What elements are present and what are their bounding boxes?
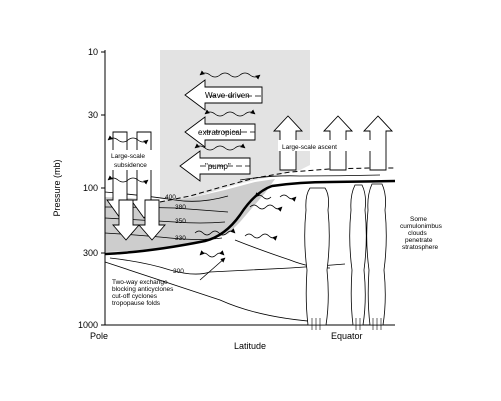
y-axis-ticks (101, 51, 105, 326)
wave-dashed-lines (200, 95, 262, 167)
subsidence-label-background (108, 150, 158, 170)
subsidence-wavy-arrows (107, 135, 149, 185)
extratropical-label: extratropical (198, 128, 242, 137)
cumulonimbus-base-strokes (311, 318, 382, 330)
isentrope-300-label: 300 (173, 268, 184, 275)
cumulonimbus-label-line-1: Some (410, 216, 427, 223)
exchange-wavy-arrows (194, 192, 297, 258)
cumulonimbus-label-line-2: cumulonimbus (400, 223, 443, 230)
y-tick-1000: 1000 (78, 320, 98, 330)
wave-arrows-stratosphere (194, 70, 261, 151)
subsidence-label-line-2: subsidence (114, 162, 147, 169)
isentrope-380-label: 380 (175, 204, 186, 211)
y-tick-300: 300 (83, 248, 98, 258)
subsidence-label-line-1: Large-scale (111, 153, 145, 160)
y-axis-title: Pressure (mb) (52, 159, 62, 216)
y-tick-10: 10 (88, 47, 98, 57)
tropospheric-isentrope-line-2 (104, 261, 321, 323)
x-axis-title: Latitude (234, 341, 266, 351)
isentrope-330-label: 330 (175, 235, 186, 242)
cumulonimbus-label-line-5: stratosphere (402, 244, 439, 251)
exchange-label-line-2: blocking anticyclones (112, 286, 174, 293)
pole-label: Pole (90, 331, 108, 341)
exchange-label-line-3: cut-off cyclones (112, 293, 158, 300)
cumulonimbus-towers (304, 183, 387, 326)
ascent-label: Large-scale ascent (282, 144, 337, 151)
subsidence-hollow-arrows (106, 131, 166, 241)
isentrope-400-line (104, 191, 229, 202)
pump-label: "pump" (205, 162, 231, 171)
exchange-label-line-1: Two-way exchange (112, 279, 168, 286)
y-tick-100: 100 (83, 183, 98, 193)
ascent-label-background (278, 140, 378, 151)
tropopause-thick-line (104, 179, 396, 256)
cumulonimbus-label-line-3: clouds (408, 230, 428, 237)
cumulonimbus-label-line-4: penetrate (405, 237, 433, 244)
isentrope-300-line (109, 257, 211, 275)
exchange-label-line-4: tropopause folds (112, 300, 161, 307)
isentrope-400-label: 400 (165, 194, 176, 201)
equator-label: Equator (331, 331, 363, 341)
tropospheric-isentrope-line-3 (239, 174, 381, 181)
isentrope-300-continuation-line (209, 263, 346, 273)
y-tick-30: 30 (88, 110, 98, 120)
tropopause-dashed-line (159, 167, 395, 203)
exchange-label-pointer (199, 257, 226, 281)
wave-driven-label: Wave-driven (205, 91, 250, 100)
isentrope-350-label: 350 (175, 218, 186, 225)
